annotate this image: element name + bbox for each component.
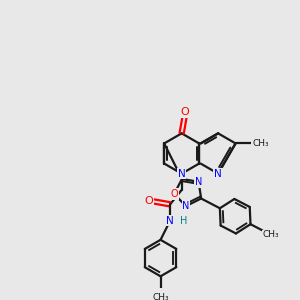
Text: N: N — [166, 216, 174, 226]
Text: CH₃: CH₃ — [252, 139, 269, 148]
Text: N: N — [182, 201, 190, 211]
Text: N: N — [195, 177, 202, 187]
Text: CH₃: CH₃ — [262, 230, 279, 239]
Text: H: H — [180, 216, 187, 226]
Text: O: O — [170, 189, 178, 199]
Text: N: N — [178, 169, 185, 178]
Text: N: N — [214, 169, 222, 178]
Text: O: O — [180, 107, 189, 117]
Text: O: O — [145, 196, 153, 206]
Text: CH₃: CH₃ — [152, 293, 169, 300]
